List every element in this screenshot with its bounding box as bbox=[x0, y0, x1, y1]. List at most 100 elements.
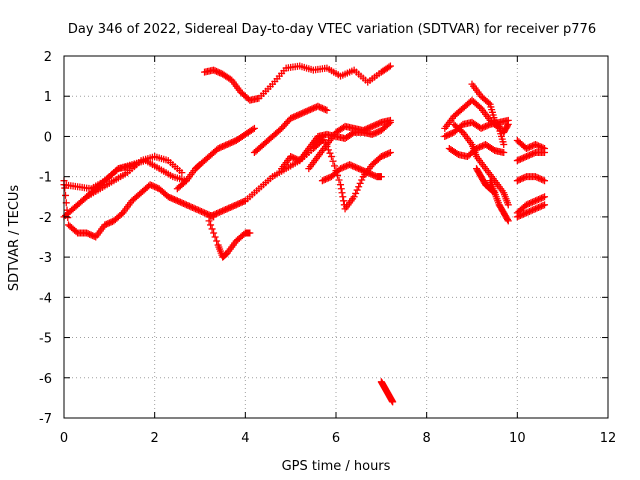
data-point bbox=[504, 122, 512, 130]
data-point bbox=[288, 153, 296, 161]
data-point bbox=[519, 210, 527, 218]
data-point bbox=[527, 143, 535, 150]
data-point bbox=[441, 132, 449, 140]
data-point bbox=[62, 191, 70, 199]
data-point bbox=[356, 179, 364, 187]
data-point bbox=[337, 185, 345, 193]
data-point bbox=[178, 199, 186, 207]
data-point bbox=[524, 208, 532, 216]
data-point bbox=[323, 106, 331, 114]
data-point bbox=[107, 218, 115, 226]
data-point bbox=[538, 175, 546, 183]
data-point bbox=[539, 176, 547, 184]
data-point bbox=[343, 162, 351, 170]
data-point bbox=[196, 207, 204, 215]
data-point bbox=[525, 199, 533, 207]
y-tick-label: 1 bbox=[44, 90, 52, 105]
data-point bbox=[386, 62, 394, 70]
data-point bbox=[365, 124, 373, 132]
series-s22 bbox=[473, 165, 499, 197]
data-point bbox=[337, 181, 345, 189]
data-point bbox=[323, 175, 331, 183]
series-s23 bbox=[513, 136, 549, 153]
data-point bbox=[281, 121, 289, 129]
data-point bbox=[299, 109, 307, 117]
data-point bbox=[216, 144, 224, 152]
data-point bbox=[198, 208, 206, 216]
data-point bbox=[234, 200, 242, 208]
data-point bbox=[175, 197, 183, 205]
data-point bbox=[359, 167, 367, 175]
data-point bbox=[374, 120, 382, 128]
y-tick-label: -1 bbox=[39, 171, 52, 186]
data-point bbox=[213, 237, 221, 245]
data-point bbox=[207, 212, 215, 220]
data-point bbox=[225, 140, 233, 148]
data-point bbox=[89, 232, 97, 240]
series-s11 bbox=[278, 118, 394, 173]
series-s8 bbox=[205, 217, 254, 261]
data-point bbox=[64, 214, 72, 222]
data-point bbox=[382, 151, 390, 159]
data-point bbox=[534, 195, 542, 203]
grid-layer bbox=[64, 56, 608, 418]
data-point bbox=[352, 163, 360, 171]
data-point bbox=[533, 141, 541, 149]
data-point bbox=[210, 211, 218, 219]
series-s6 bbox=[173, 124, 258, 193]
x-tick-label: 8 bbox=[423, 431, 431, 446]
data-point bbox=[527, 151, 535, 159]
data-point bbox=[536, 195, 544, 203]
data-point bbox=[232, 201, 240, 209]
data-point bbox=[220, 206, 228, 214]
series-s19 bbox=[450, 120, 512, 209]
data-point bbox=[320, 136, 328, 144]
data-point bbox=[219, 143, 227, 150]
data-point bbox=[474, 144, 482, 152]
data-point bbox=[219, 207, 227, 215]
data-point bbox=[170, 195, 178, 203]
data-point bbox=[338, 189, 346, 197]
data-point bbox=[321, 106, 329, 114]
data-point bbox=[229, 138, 237, 146]
data-point bbox=[518, 175, 526, 183]
data-point bbox=[516, 212, 524, 220]
data-point bbox=[361, 126, 369, 134]
data-point bbox=[172, 196, 180, 204]
data-point bbox=[504, 216, 512, 224]
data-point bbox=[533, 196, 541, 204]
data-point bbox=[323, 143, 331, 150]
data-point bbox=[364, 169, 372, 177]
data-point bbox=[229, 202, 237, 210]
data-point bbox=[317, 104, 325, 112]
data-point bbox=[231, 137, 239, 145]
data-point bbox=[513, 157, 521, 165]
data-point bbox=[515, 176, 523, 184]
data-point bbox=[164, 193, 172, 201]
data-point bbox=[318, 104, 326, 112]
data-point bbox=[531, 140, 539, 148]
data-point bbox=[290, 113, 298, 121]
data-point bbox=[335, 176, 343, 184]
data-point bbox=[220, 142, 228, 150]
y-tick-label: -3 bbox=[39, 251, 52, 266]
data-point bbox=[302, 108, 310, 116]
chart-title: Day 346 of 2022, Sidereal Day-to-day VTE… bbox=[68, 22, 596, 37]
data-point bbox=[530, 206, 538, 214]
data-point bbox=[223, 205, 231, 213]
x-tick-label: 10 bbox=[509, 431, 526, 446]
y-tick-label: -7 bbox=[39, 412, 52, 427]
data-point bbox=[222, 141, 230, 149]
data-point bbox=[208, 225, 216, 233]
data-point bbox=[477, 124, 485, 132]
data-point bbox=[187, 203, 195, 211]
series-s4 bbox=[119, 181, 218, 221]
data-point bbox=[534, 204, 542, 212]
data-point bbox=[504, 217, 512, 225]
data-point bbox=[226, 204, 234, 212]
data-point bbox=[300, 108, 308, 116]
data-point bbox=[536, 175, 544, 183]
y-tick-label: -5 bbox=[39, 332, 52, 347]
